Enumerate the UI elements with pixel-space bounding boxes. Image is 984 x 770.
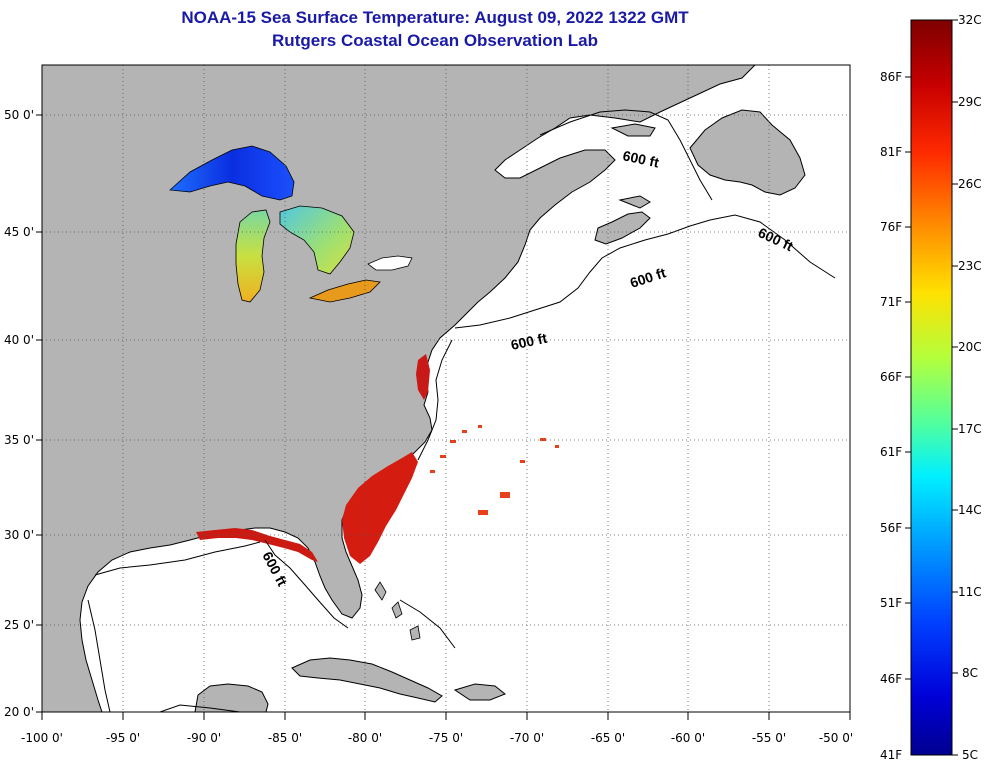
land-newfoundland [689, 109, 806, 196]
land-yucatan [194, 683, 269, 712]
land-nova-scotia [594, 211, 651, 245]
lake-erie [308, 279, 381, 303]
land-hispaniola [453, 683, 506, 701]
colorbar-f-86: 86F [880, 70, 902, 84]
colorbar-c-32: 32C [958, 13, 982, 27]
lat-label-25: 25 0' [4, 618, 34, 632]
lon-label-95: -95 0' [106, 731, 140, 745]
colorbar-f-46: 46F [880, 672, 902, 686]
land-magdalen [618, 195, 651, 209]
land-north-america [42, 65, 756, 712]
colorbar-f-61: 61F [880, 445, 902, 459]
colorbar-f-76: 76F [880, 220, 902, 234]
sst-gulf-coast [196, 528, 318, 562]
lon-label-90: -90 0' [187, 731, 221, 745]
lat-label-35: 35 0' [4, 433, 34, 447]
lon-label-60: -60 0' [671, 731, 705, 745]
lat-label-30: 30 0' [4, 528, 34, 542]
colorbar-f-66: 66F [880, 370, 902, 384]
map-title: NOAA-15 Sea Surface Temperature: August … [181, 8, 689, 27]
colorbar [910, 19, 953, 756]
graticule [42, 65, 850, 712]
contour-label-mid-atlantic: 600 ft [509, 330, 548, 353]
colorbar-c-11: 11C [958, 585, 982, 599]
lake-huron [279, 205, 355, 275]
colorbar-c-5: 5C [962, 748, 978, 762]
lon-label-55: -55 0' [752, 731, 786, 745]
axis-ticks [36, 114, 851, 720]
sst-chesapeake [416, 354, 430, 400]
colorbar-f-71: 71F [880, 295, 902, 309]
colorbar-f-81: 81F [880, 145, 902, 159]
lake-superior [169, 145, 295, 201]
colorbar-c-23: 23C [958, 259, 982, 273]
colorbar-c-29: 29C [958, 95, 982, 109]
map-subtitle: Rutgers Coastal Ocean Observation Lab [272, 31, 598, 50]
lat-label-40: 40 0' [4, 333, 34, 347]
land-bahamas [374, 581, 421, 641]
lon-label-70: -70 0' [510, 731, 544, 745]
land-cuba [291, 657, 443, 703]
colorbar-c-17: 17C [958, 422, 982, 436]
lake-ontario [367, 255, 413, 271]
lake-michigan [235, 209, 271, 303]
colorbar-c-14: 14C [958, 503, 982, 517]
colorbar-c-8: 8C [962, 666, 978, 680]
colorbar-f-51: 51F [880, 596, 902, 610]
lat-label-50: 50 0' [4, 108, 34, 122]
colorbar-f-41: 41F [880, 748, 902, 762]
contour-label-gulf-st-lawrence: 600 ft [621, 147, 660, 170]
lon-label-75: -75 0' [429, 731, 463, 745]
colorbar-ticks [905, 19, 958, 756]
colorbar-c-20: 20C [958, 340, 982, 354]
lon-label-100: -100 0' [21, 731, 63, 745]
land-anticosti [610, 123, 656, 137]
sst-southeast-patch [342, 452, 418, 564]
colorbar-c-26: 26C [958, 177, 982, 191]
lon-label-65: -65 0' [591, 731, 625, 745]
lon-label-85: -85 0' [268, 731, 302, 745]
sst-offshore-speckle [430, 425, 559, 515]
lon-label-50: -50 0' [819, 731, 853, 745]
lat-label-45: 45 0' [4, 225, 34, 239]
depth-contours [87, 109, 836, 712]
colorbar-f-56: 56F [880, 521, 902, 535]
lat-label-20: 20 0' [4, 705, 34, 719]
lon-label-80: -80 0' [348, 731, 382, 745]
